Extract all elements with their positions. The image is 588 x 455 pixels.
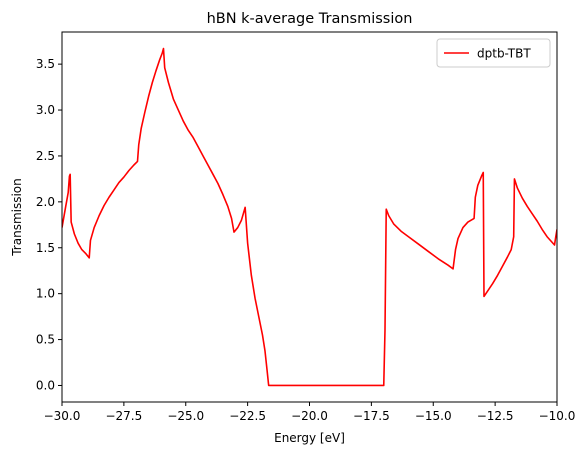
x-axis-ticks: −30.0 −27.5 −25.0 −22.5 −20.0 −17.5 −15.0 −12.5… bbox=[44, 402, 576, 423]
x-axis-label: Energy [eV] bbox=[274, 431, 345, 445]
y-tick-label: 2.5 bbox=[36, 149, 55, 163]
legend: dptb-TBT bbox=[436, 38, 551, 68]
y-tick-label: 3.0 bbox=[36, 103, 55, 117]
y-axis-label: Transmission bbox=[10, 178, 24, 257]
chart-title: hBN k-average Transmission bbox=[207, 11, 413, 27]
x-tick-label: −25.0 bbox=[167, 409, 204, 423]
legend-box bbox=[436, 38, 551, 68]
x-tick-label: −12.5 bbox=[477, 409, 514, 423]
y-axis-ticks: 0.0 0.5 1.0 1.5 2.0 2.5 3.0 3.5 bbox=[36, 57, 62, 392]
series-line-dptb-tbt bbox=[62, 47, 557, 387]
x-tick-label: −27.5 bbox=[105, 409, 142, 423]
legend-entry-dptb-tbt: dptb-TBT bbox=[477, 47, 531, 61]
y-tick-label: 0.5 bbox=[36, 333, 55, 347]
series-layer bbox=[62, 47, 557, 387]
x-tick-label: −10.0 bbox=[539, 409, 576, 423]
x-tick-label: −15.0 bbox=[415, 409, 452, 423]
y-tick-label: 1.0 bbox=[36, 287, 55, 301]
y-tick-label: 0.0 bbox=[36, 378, 55, 392]
y-tick-label: 1.5 bbox=[36, 241, 55, 255]
y-tick-label: 3.5 bbox=[36, 57, 55, 71]
x-tick-label: −17.5 bbox=[353, 409, 390, 423]
x-tick-label: −30.0 bbox=[44, 409, 81, 423]
y-tick-label: 2.0 bbox=[36, 195, 55, 209]
plot-frame bbox=[61, 31, 558, 403]
x-tick-label: −22.5 bbox=[229, 409, 266, 423]
x-tick-label: −20.0 bbox=[291, 409, 328, 423]
